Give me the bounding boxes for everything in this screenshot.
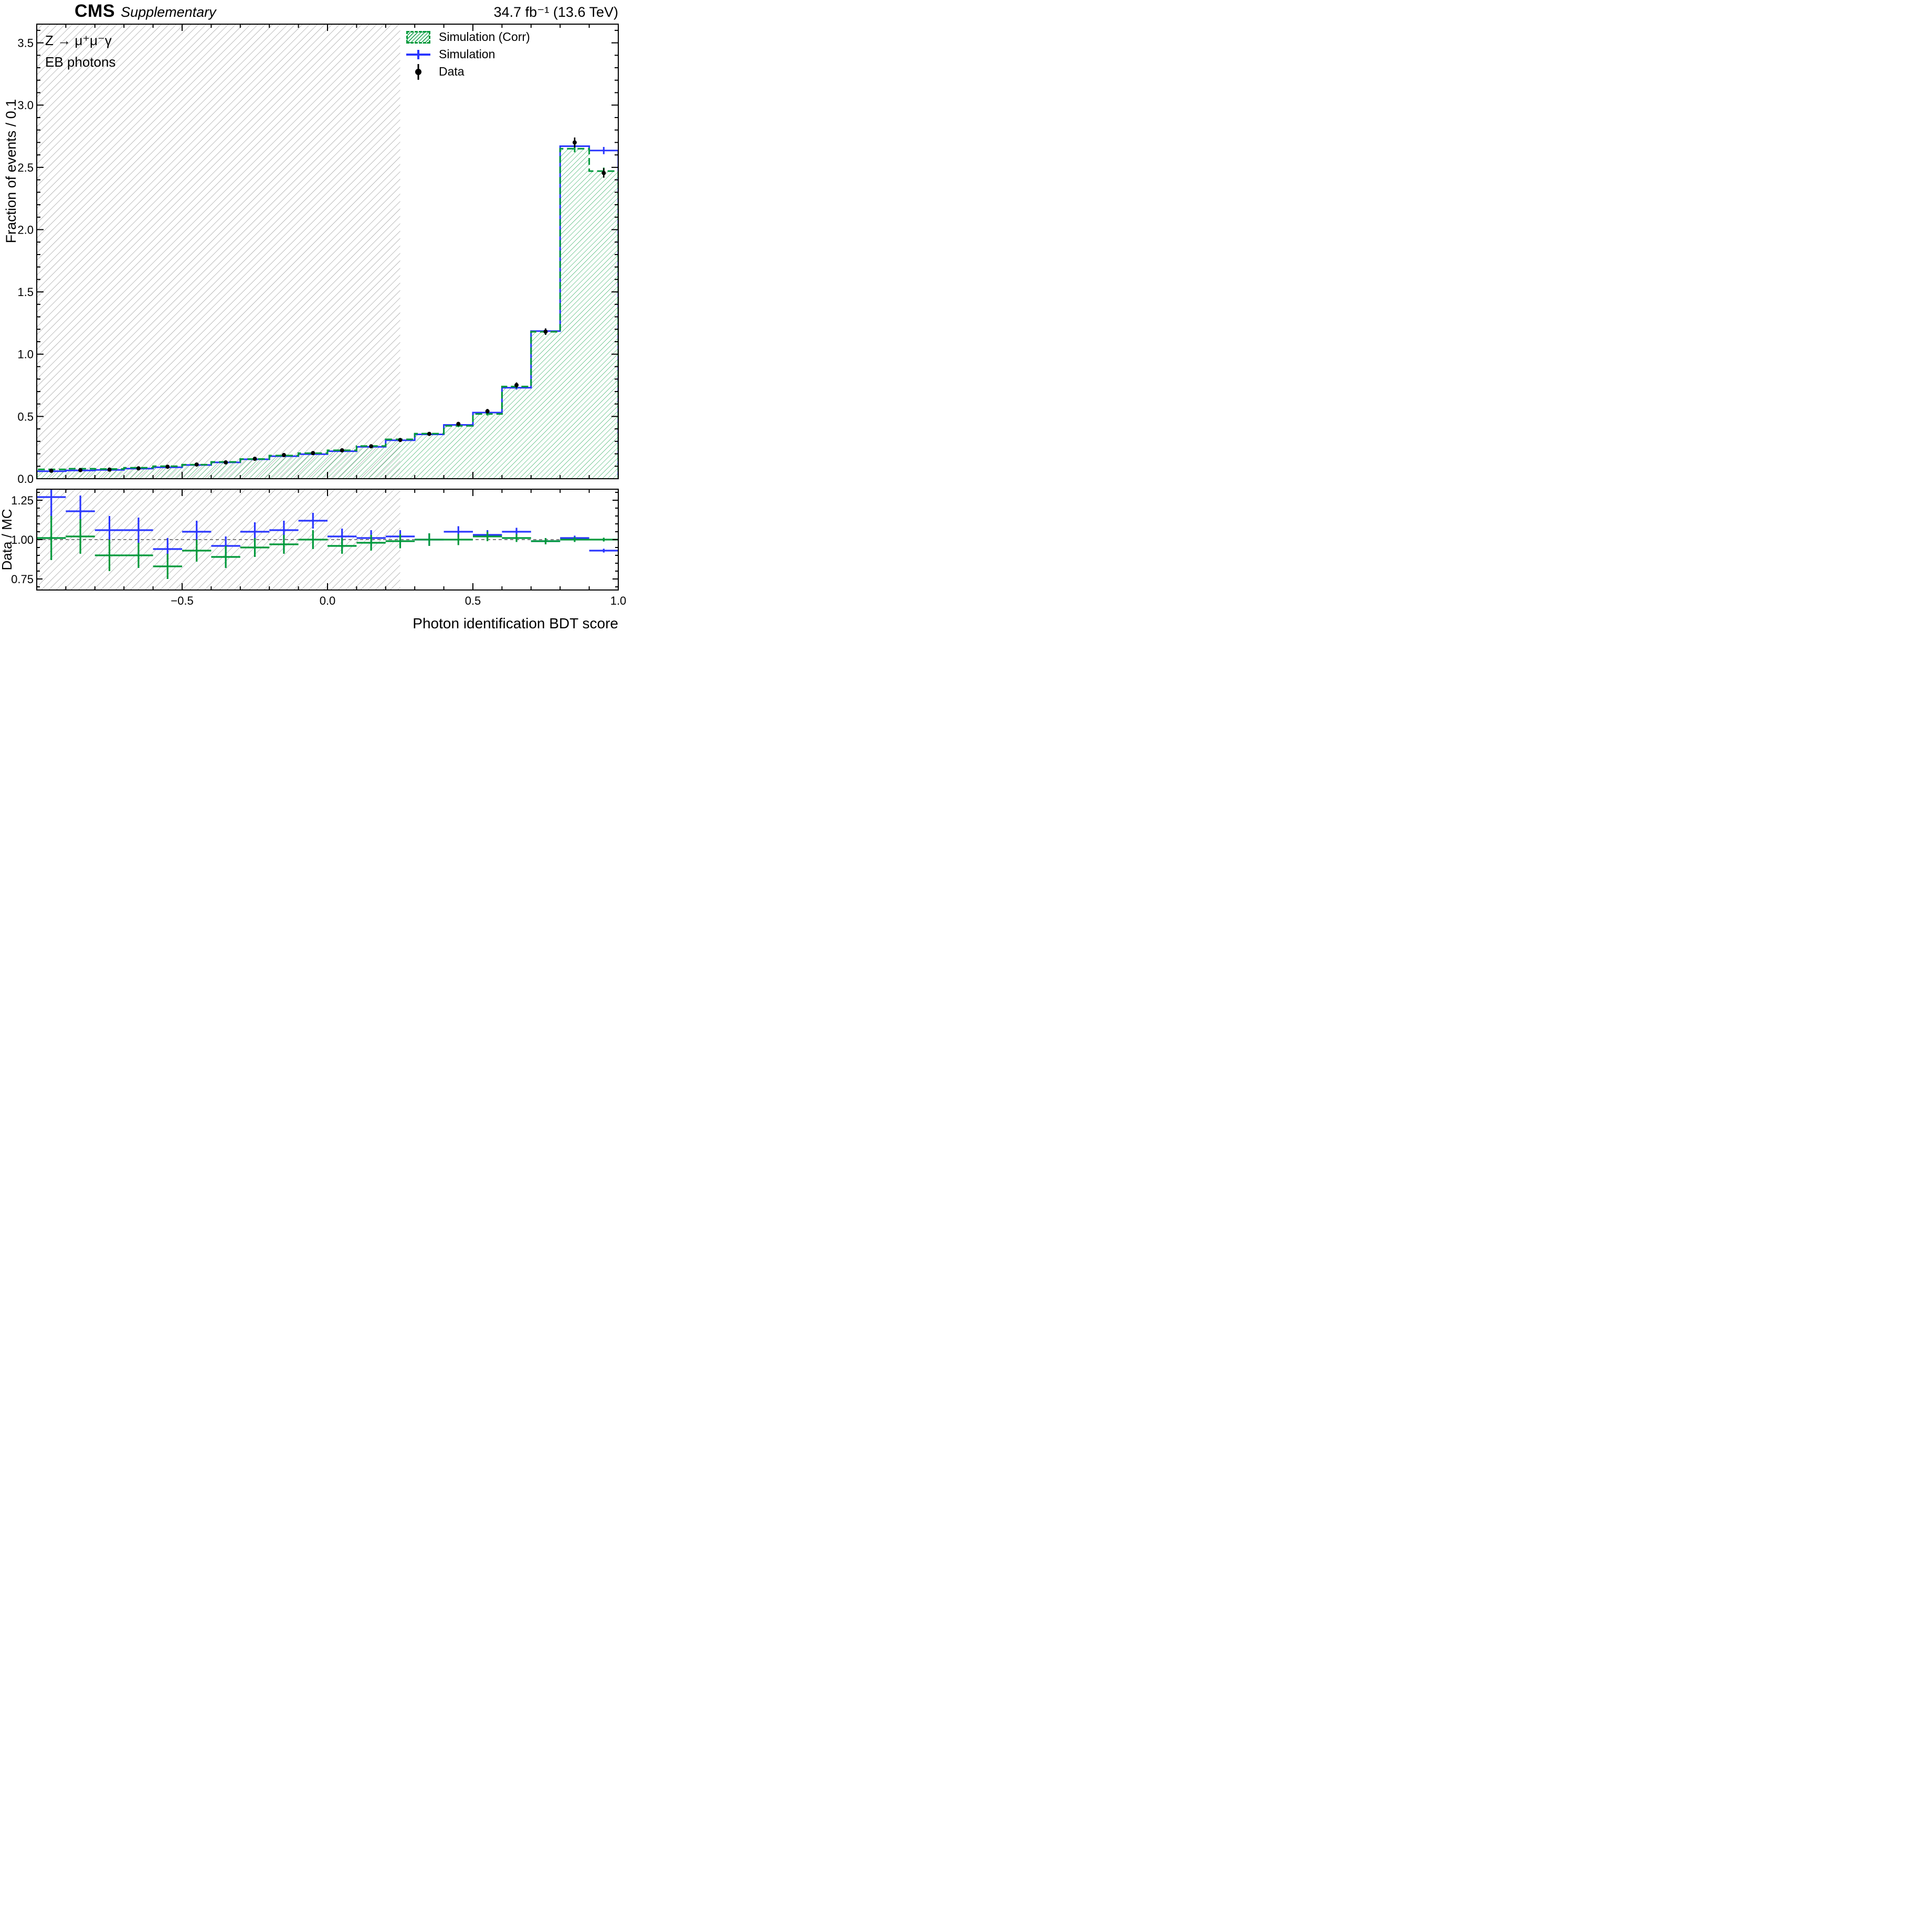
x-axis-title: Photon identification BDT score — [413, 615, 618, 631]
sim-swatch-icon — [406, 48, 430, 61]
data-point — [49, 468, 54, 473]
data-point — [78, 468, 83, 472]
main-panel — [37, 24, 618, 479]
data-point — [224, 460, 228, 465]
legend-item-sim-corr: Simulation (Corr) — [406, 28, 530, 46]
y-axis-title-main: Fraction of events / 0.1 — [3, 99, 19, 244]
tick-labels: 0.0 0.5 1.0 1.5 2.0 2.5 3.0 3.5 0.75 1.00 1.25 −0.5… — [11, 37, 626, 607]
luminosity-label: 34.7 fb⁻¹ (13.6 TeV) — [493, 4, 618, 20]
x-tick-label: 1.0 — [610, 594, 627, 607]
y-tick-label: 3.5 — [17, 37, 34, 50]
data-point — [311, 451, 315, 456]
sim-corr-swatch-icon — [406, 30, 430, 44]
ratio-tick-label: 1.00 — [11, 533, 34, 546]
legend-label-data: Data — [439, 65, 464, 78]
data-point — [369, 444, 374, 449]
data-point — [340, 448, 344, 452]
y-tick-label: 1.5 — [17, 286, 34, 299]
y-tick-label: 3.0 — [17, 99, 34, 112]
sim-corr-histogram — [37, 147, 618, 479]
data-point — [514, 383, 519, 387]
detector-label: EB photons — [45, 54, 116, 70]
plot-canvas: 0.0 0.5 1.0 1.5 2.0 2.5 3.0 3.5 0.75 1.00 1.25 −0.5… — [11, 24, 626, 607]
ratio-panel — [37, 489, 618, 590]
plot-type-label: Supplementary — [121, 4, 216, 20]
x-tick-label: 0.5 — [465, 594, 481, 607]
experiment-header: CMS Supplementary — [75, 1, 216, 22]
data-point — [485, 409, 490, 414]
data-point — [427, 431, 431, 436]
data-point — [543, 329, 548, 334]
y-axis-title-ratio: Data / MC — [0, 509, 15, 571]
data-point — [398, 438, 403, 442]
data-point — [601, 171, 606, 175]
ratio-tick-label: 1.25 — [11, 494, 34, 507]
cms-figure: 0.0 0.5 1.0 1.5 2.0 2.5 3.0 3.5 0.75 1.00 1.25 −0.5… — [0, 0, 644, 639]
experiment-label: CMS — [75, 1, 115, 21]
y-tick-label: 0.0 — [17, 472, 34, 486]
x-tick-label: −0.5 — [171, 594, 193, 607]
excluded-region-hatch — [37, 24, 400, 479]
ratio-tick-label: 0.75 — [11, 573, 34, 586]
data-point — [107, 467, 112, 472]
legend-label-sim: Simulation — [439, 47, 495, 61]
data-point — [456, 421, 461, 426]
y-tick-label: 2.5 — [17, 161, 34, 174]
data-point — [572, 140, 577, 145]
data-point — [281, 452, 286, 457]
plot-header: CMS Supplementary 34.7 fb⁻¹ (13.6 TeV) — [0, 1, 644, 24]
data-point — [165, 465, 170, 469]
data-point — [194, 462, 199, 467]
legend-label-sim-corr: Simulation (Corr) — [439, 30, 530, 44]
legend-item-sim: Simulation — [406, 46, 530, 63]
data-point — [252, 457, 257, 461]
y-tick-label: 1.0 — [17, 348, 34, 361]
y-tick-label: 2.0 — [17, 223, 34, 236]
legend-item-data: Data — [406, 63, 530, 80]
y-tick-label: 0.5 — [17, 410, 34, 423]
data-marker-icon — [406, 66, 430, 78]
axis-ticks — [37, 24, 618, 590]
process-label: Z → μ⁺μ⁻γ — [45, 33, 112, 48]
x-tick-label: 0.0 — [320, 594, 336, 607]
data-point — [136, 466, 141, 471]
legend: Simulation (Corr) Simulation Data — [406, 28, 530, 80]
